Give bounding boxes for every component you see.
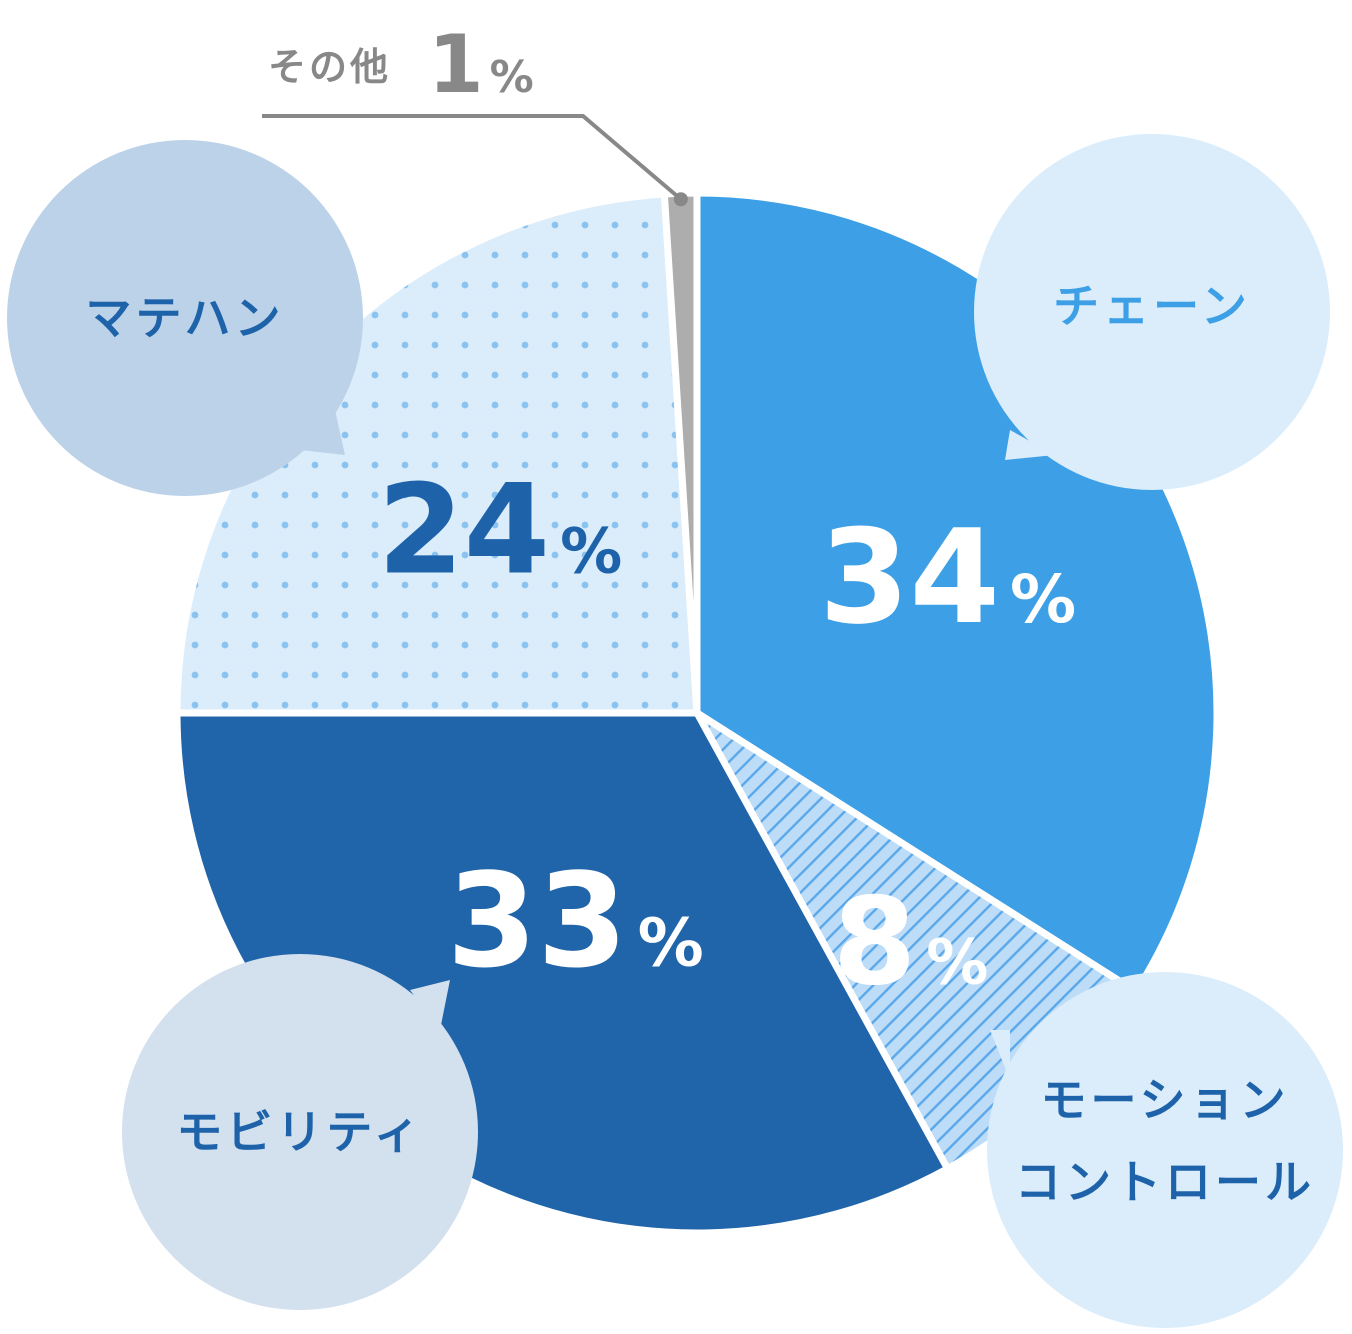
- bubble-label: チェーン: [1053, 279, 1251, 333]
- bubble-label: コントロール: [1015, 1155, 1315, 1209]
- label-bubble: [7, 140, 363, 496]
- label-bubble: [122, 954, 478, 1310]
- bubble-label: マテハン: [85, 291, 284, 345]
- slice-percent-label: 8%: [833, 874, 989, 1013]
- others-callout: その他 1%: [262, 18, 688, 207]
- slice-percent-label: 34%: [819, 501, 1076, 653]
- percent-labels: 34 % 8 % 33 % 24%: [378, 459, 1077, 1013]
- label-bubble: [974, 134, 1330, 490]
- callout-leader-line: [262, 114, 683, 201]
- bubble-tail: [990, 1030, 1010, 1080]
- others-percent-label: 1%: [428, 18, 534, 111]
- others-name-label: その他: [268, 45, 391, 89]
- label-bubble: [987, 972, 1343, 1328]
- bubble-label: モーション: [1040, 1073, 1289, 1127]
- bubble-tail: [1005, 430, 1055, 460]
- slice-percent-label: 33%: [447, 845, 704, 997]
- slice-percent-label: 24%: [378, 459, 623, 603]
- bubble-tail: [410, 980, 450, 1030]
- bubble-tail: [300, 410, 345, 455]
- bubble-label: モビリティ: [176, 1105, 423, 1159]
